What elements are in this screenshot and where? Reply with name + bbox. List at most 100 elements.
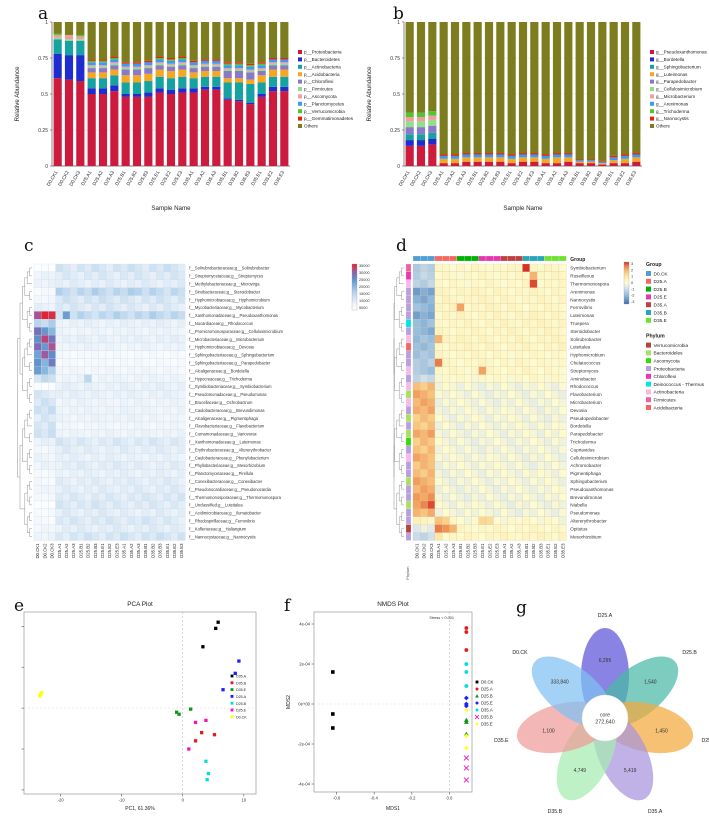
svg-text:D0.CK: D0.CK — [236, 715, 247, 719]
panel-f-letter: f — [284, 596, 291, 616]
svg-text:D0.CK1: D0.CK1 — [414, 543, 419, 559]
svg-text:Phylum: Phylum — [646, 334, 665, 340]
svg-text:D0.CK: D0.CK — [654, 271, 669, 277]
svg-text:f__Phyllobacteriaceae;g__Mesor: f__Phyllobacteriaceae;g__Mesorhizobium — [189, 463, 266, 468]
svg-text:p__Ascomycota: p__Ascomycota — [304, 94, 337, 99]
svg-text:D35.E2: D35.E2 — [553, 543, 558, 558]
svg-text:0: 0 — [397, 164, 400, 170]
svg-text:Pseudoxanthomonas: Pseudoxanthomonas — [570, 487, 614, 492]
svg-text:D25.A: D25.A — [654, 279, 668, 285]
svg-text:D35.A2: D35.A2 — [129, 543, 134, 558]
svg-text:D35.A1: D35.A1 — [122, 543, 127, 558]
svg-text:2: 2 — [631, 267, 633, 272]
svg-text:D0.CK2: D0.CK2 — [422, 543, 427, 559]
svg-text:Symbiobacterium: Symbiobacterium — [570, 266, 606, 271]
svg-text:D25.B3: D25.B3 — [473, 543, 478, 558]
svg-text:D25.A: D25.A — [598, 613, 613, 619]
svg-text:f__Hypocreaceae;g__Trichoderma: f__Hypocreaceae;g__Trichoderma — [189, 376, 253, 381]
svg-text:f__Planctomycetaceae;g__Pirell: f__Planctomycetaceae;g__Pirellula — [189, 471, 254, 476]
svg-text:f__Nannocystaceae;g__Nannocyst: f__Nannocystaceae;g__Nannocystis — [189, 534, 255, 539]
svg-text:Sample Name: Sample Name — [503, 205, 543, 212]
svg-text:D25.E: D25.E — [236, 709, 247, 713]
svg-text:272,640: 272,640 — [595, 720, 615, 726]
svg-text:g__Arenimonas: g__Arenimonas — [656, 101, 689, 106]
svg-text:Relative Abundance: Relative Abundance — [14, 66, 21, 122]
svg-text:0.75: 0.75 — [390, 56, 400, 62]
svg-text:10: 10 — [241, 798, 246, 803]
svg-text:f__Mycobacteriaceae;g__Mycobac: f__Mycobacteriaceae;g__Mycobacterium — [189, 305, 264, 310]
svg-text:D35.A: D35.A — [481, 708, 493, 713]
svg-text:D35.B1: D35.B1 — [143, 543, 148, 558]
svg-text:-2e-04: -2e-04 — [298, 742, 311, 747]
svg-text:f__Microbacteriaceae;g__Microb: f__Microbacteriaceae;g__Microbacterium — [189, 337, 265, 342]
svg-text:D35.B: D35.B — [481, 715, 493, 720]
svg-text:D0.CK3: D0.CK3 — [50, 543, 55, 559]
svg-text:Roseiflexus: Roseiflexus — [570, 274, 594, 279]
svg-text:Brevundimonas: Brevundimonas — [570, 495, 603, 500]
svg-text:PC1, 61.36%: PC1, 61.36% — [125, 806, 155, 812]
svg-text:Cupriavidus: Cupriavidus — [570, 447, 595, 452]
svg-text:Proteobacteria: Proteobacteria — [654, 366, 686, 372]
svg-text:f__Xanthomonadaceae;g__Pseudox: f__Xanthomonadaceae;g__Pseudoxanthomonas — [189, 313, 278, 318]
svg-text:D35.B2: D35.B2 — [531, 543, 536, 558]
svg-text:Solirubrobacter: Solirubrobacter — [570, 337, 602, 342]
svg-text:MDS1: MDS1 — [386, 806, 400, 812]
svg-text:D25.A2: D25.A2 — [64, 543, 69, 558]
svg-text:core: core — [600, 713, 610, 719]
svg-text:g__Luteimonas: g__Luteimonas — [656, 72, 688, 77]
svg-text:NMDS Plot: NMDS Plot — [377, 601, 409, 608]
svg-text:30000: 30000 — [359, 271, 370, 275]
svg-text:f__Caulobacteraceae;g__Phenylo: f__Caulobacteraceae;g__Phenylobacterium — [189, 455, 269, 460]
svg-text:f__Acidimicrobiaceae;g__Ilumat: f__Acidimicrobiaceae;g__Ilumatobacter — [189, 511, 261, 516]
svg-text:Bordetella: Bordetella — [570, 424, 591, 429]
svg-text:f__Sinobacteraceae;g__Steroido: f__Sinobacteraceae;g__Steroidobacter — [189, 289, 261, 294]
svg-text:p__Actinobacteria: p__Actinobacteria — [304, 64, 341, 69]
svg-text:1: 1 — [397, 20, 400, 26]
svg-text:D0.CK3: D0.CK3 — [429, 543, 434, 559]
svg-text:Luteitalea: Luteitalea — [570, 345, 590, 350]
svg-text:g__Microbacterium: g__Microbacterium — [656, 94, 695, 99]
svg-text:0.5: 0.5 — [393, 92, 400, 98]
svg-text:f__Conexibacteraceae;g__Conexi: f__Conexibacteraceae;g__Conexibacter — [189, 479, 263, 484]
svg-text:g__Bordetella: g__Bordetella — [656, 57, 685, 62]
svg-text:Pigmentiphaga: Pigmentiphaga — [570, 471, 601, 476]
svg-text:0: 0 — [182, 798, 185, 803]
svg-text:D25.B: D25.B — [682, 650, 697, 656]
svg-text:Aminobacter: Aminobacter — [570, 376, 596, 381]
svg-text:Group: Group — [570, 257, 585, 263]
svg-text:D35.A: D35.A — [648, 809, 663, 815]
svg-text:D25.B1: D25.B1 — [458, 543, 463, 558]
nmds-plot: NMDS Plot -0.6 -0.4 -0.2 0.0 4e-04 2e-04 0e+00 -… — [286, 601, 494, 812]
panel-d-letter: d — [396, 236, 407, 256]
svg-text:Chelatococcus: Chelatococcus — [570, 360, 601, 365]
heatmap-family-genus: f__Solirubrobacteraceae;g__Solirubrobact… — [17, 263, 370, 559]
svg-text:g__Pseudoxanthomonas: g__Pseudoxanthomonas — [656, 50, 708, 55]
svg-text:Deinococcus - Thermus: Deinococcus - Thermus — [654, 382, 705, 388]
svg-text:g__Sphingobacterium: g__Sphingobacterium — [656, 64, 701, 69]
svg-text:D25.B1: D25.B1 — [78, 543, 83, 558]
svg-text:D25.E: D25.E — [654, 295, 667, 301]
svg-text:D35.E3: D35.E3 — [179, 543, 184, 558]
svg-text:D0.CK1: D0.CK1 — [35, 543, 40, 559]
svg-text:D35.B: D35.B — [236, 681, 247, 685]
svg-text:1,450: 1,450 — [655, 729, 668, 735]
svg-text:f__Pseudomonadaceae;g__Pseudom: f__Pseudomonadaceae;g__Pseudomonas — [189, 392, 266, 397]
svg-text:D25.B: D25.B — [481, 694, 493, 699]
svg-text:Relative Abundance: Relative Abundance — [366, 66, 373, 122]
svg-text:g__Cellulosimicrobium: g__Cellulosimicrobium — [656, 87, 702, 92]
svg-text:D25.B: D25.B — [236, 702, 247, 706]
svg-text:f__Solirubrobacteraceae;g__Sol: f__Solirubrobacteraceae;g__Solirubrobact… — [189, 266, 270, 271]
svg-text:0: 0 — [45, 164, 48, 170]
svg-text:-0.4: -0.4 — [371, 796, 379, 801]
svg-text:p__Firmicutes: p__Firmicutes — [304, 87, 334, 92]
svg-text:D35.B3: D35.B3 — [538, 543, 543, 558]
svg-text:Nannocystis: Nannocystis — [570, 297, 596, 302]
svg-text:f__Streptomycetaceae;g__Strept: f__Streptomycetaceae;g__Streptomyces — [189, 274, 263, 279]
svg-text:Pseudopedobacter: Pseudopedobacter — [570, 416, 609, 421]
svg-text:D25.A2: D25.A2 — [443, 543, 448, 558]
svg-text:Actinobacteria: Actinobacteria — [654, 390, 685, 396]
svg-text:Phylum: Phylum — [405, 566, 410, 580]
svg-text:0.0: 0.0 — [447, 796, 453, 801]
svg-text:Truepera: Truepera — [570, 321, 589, 326]
svg-text:Verrucomicrobia: Verrucomicrobia — [654, 343, 689, 349]
